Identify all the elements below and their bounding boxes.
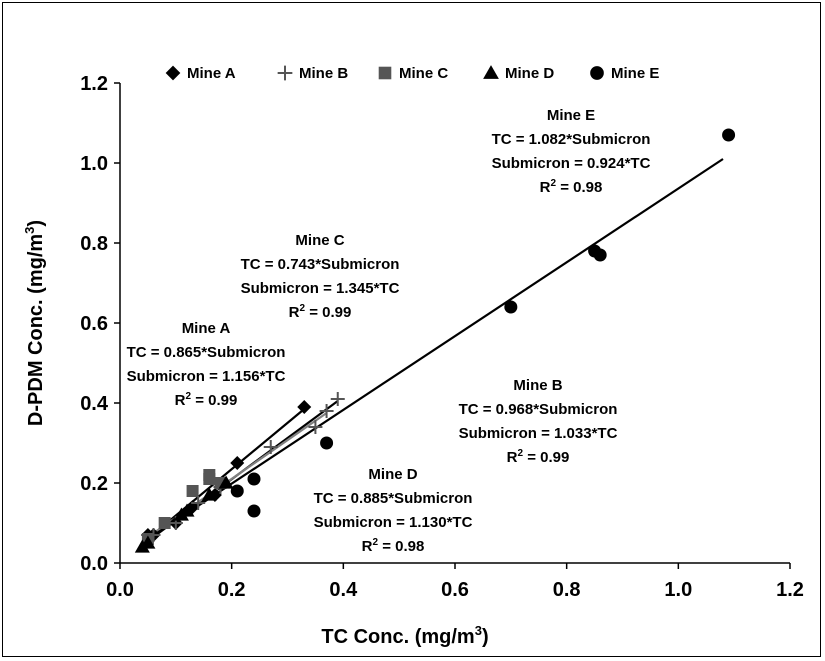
annotation-equation: TC = 0.885*Submicron (314, 490, 473, 507)
legend-label-mine-a: Mine A (187, 65, 236, 82)
data-points (134, 128, 736, 553)
point-mine-a (297, 400, 312, 414)
annotation-equation: TC = 0.743*Submicron (241, 256, 400, 273)
y-tick-label: 0.8 (80, 233, 108, 255)
point-mine-c (186, 485, 199, 497)
fit-line-mine-a (144, 408, 305, 542)
annotation-equation: Submicron = 1.033*TC (459, 425, 618, 442)
annotation-equation: TC = 1.082*Submicron (492, 131, 651, 148)
x-tick-label: 0.0 (106, 579, 134, 601)
y-tick-label: 1.2 (80, 73, 108, 95)
point-mine-c (158, 517, 171, 529)
annotation-equation: TC = 0.865*Submicron (127, 344, 286, 361)
annotation-equation: Submicron = 0.924*TC (492, 155, 651, 172)
point-mine-d (179, 503, 195, 517)
annotation-mine-d: Mine D TC = 0.885*Submicron Submicron = 1.… (314, 466, 473, 555)
axes: 0.0 0.2 0.4 0.6 0.8 1.0 1.2 0.0 0.2 0.4 0.6 0.8 1.0 1… (80, 73, 804, 601)
legend-label-mine-c: Mine C (399, 65, 448, 82)
x-tick-label: 0.4 (329, 579, 358, 601)
y-tick-label: 0.0 (80, 553, 108, 575)
y-tick-label: 0.2 (80, 473, 108, 495)
legend-label-mine-e: Mine E (611, 65, 659, 82)
legend-marker-mine-d (483, 65, 499, 79)
point-mine-d (201, 487, 217, 501)
point-mine-b (263, 440, 278, 454)
annotation-r-squared: R2 = 0.98 (540, 178, 603, 196)
x-tick-label: 1.0 (664, 579, 692, 601)
point-mine-e (320, 436, 334, 450)
legend-marker-mine-a (165, 65, 181, 81)
annotation-equation: Submicron = 1.345*TC (241, 280, 400, 297)
point-mine-b (330, 392, 345, 406)
annotations: Mine E TC = 1.082*Submicron Submicron = 0.… (127, 107, 651, 555)
point-mine-e (722, 128, 736, 142)
annotation-r-squared: R2 = 0.98 (362, 537, 425, 555)
point-mine-e (247, 504, 261, 518)
y-tick-label: 1.0 (80, 153, 108, 175)
annotation-mine-c: Mine C TC = 0.743*Submicron Submicron = 1.… (241, 232, 400, 321)
legend-label-mine-b: Mine B (299, 65, 348, 82)
legend-label-mine-d: Mine D (505, 65, 554, 82)
annotation-title: Mine B (513, 377, 562, 394)
annotation-equation: Submicron = 1.156*TC (127, 368, 286, 385)
point-mine-e (247, 472, 261, 486)
legend-marker-mine-c (378, 66, 392, 80)
x-tick-label: 0.8 (553, 579, 581, 601)
point-mine-d (140, 535, 156, 549)
point-mine-b (319, 404, 334, 418)
annotation-mine-e: Mine E TC = 1.082*Submicron Submicron = 0.… (492, 107, 651, 196)
x-tick-label: 0.2 (218, 579, 246, 601)
annotation-mine-b: Mine B TC = 0.968*Submicron Submicron = 1.… (459, 377, 618, 466)
annotation-title: Mine D (368, 466, 417, 483)
annotation-equation: Submicron = 1.130*TC (314, 514, 473, 531)
y-axis-label: D-PDM Conc. (mg/m3) (22, 220, 47, 426)
point-mine-c (203, 473, 216, 485)
annotation-title: Mine A (182, 320, 231, 337)
annotation-title: Mine E (547, 107, 595, 124)
point-mine-e (230, 484, 244, 498)
point-mine-e (593, 248, 607, 262)
annotation-r-squared: R2 = 0.99 (175, 391, 238, 409)
point-mine-d (218, 475, 234, 489)
y-tick-label: 0.4 (80, 393, 109, 415)
annotation-r-squared: R2 = 0.99 (289, 303, 352, 321)
point-mine-e (504, 300, 518, 314)
point-mine-a (230, 456, 245, 470)
y-tick-label: 0.6 (80, 313, 108, 335)
annotation-mine-a: Mine A TC = 0.865*Submicron Submicron = 1.… (127, 320, 286, 409)
x-tick-label: 0.6 (441, 579, 469, 601)
x-axis-label: TC Conc. (mg/m3) (321, 623, 488, 648)
point-mine-b (308, 420, 323, 434)
x-tick-label: 1.2 (776, 579, 804, 601)
legend-marker-mine-e (590, 66, 604, 80)
annotation-title: Mine C (295, 232, 344, 249)
point-mine-b (191, 496, 206, 510)
annotation-r-squared: R2 = 0.99 (507, 448, 570, 466)
annotation-equation: TC = 0.968*Submicron (459, 401, 618, 418)
legend: Mine A Mine B Mine C Mine D Mine E (165, 65, 659, 82)
fit-line-mine-e (147, 158, 724, 540)
legend-marker-mine-b (277, 65, 293, 81)
